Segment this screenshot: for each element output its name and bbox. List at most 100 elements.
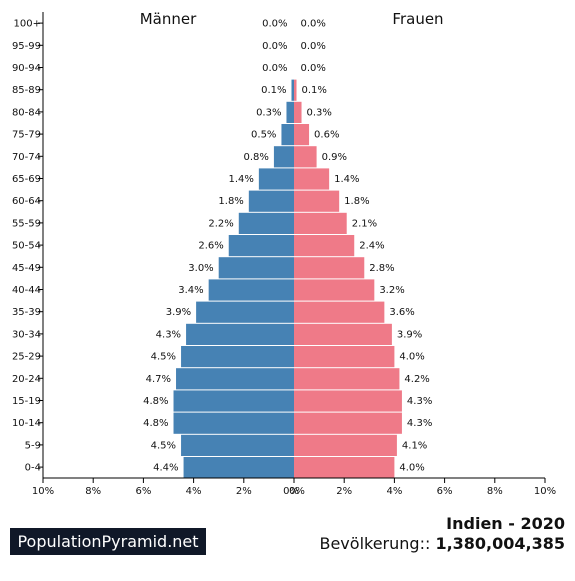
age-label: 50-54 — [12, 241, 41, 252]
male-bar — [258, 168, 294, 190]
female-value-label: 4.0% — [399, 352, 424, 363]
female-value-label: 2.8% — [369, 263, 394, 274]
male-bar — [173, 390, 294, 412]
male-value-label: 1.4% — [228, 174, 253, 185]
age-label: 30-34 — [12, 329, 41, 340]
female-value-label: 0.3% — [307, 107, 332, 118]
male-value-label: 0.5% — [251, 130, 276, 141]
female-bar — [294, 279, 375, 301]
female-value-label: 4.0% — [399, 463, 424, 474]
female-value-label: 0.0% — [301, 19, 326, 30]
female-bar — [294, 390, 402, 412]
country-year-title: Indien - 2020 — [446, 514, 565, 533]
female-value-label: 0.0% — [301, 63, 326, 74]
age-label: 35-39 — [12, 307, 41, 318]
male-value-label: 1.8% — [218, 196, 243, 207]
x-tick-label: 4% — [386, 486, 402, 497]
male-value-label: 4.4% — [153, 463, 178, 474]
male-bar — [181, 434, 294, 456]
age-label: 45-49 — [12, 263, 41, 274]
female-bar — [294, 301, 385, 323]
male-bar — [248, 190, 294, 212]
female-bar — [294, 346, 395, 368]
female-bar — [294, 457, 395, 479]
female-value-label: 1.8% — [344, 196, 369, 207]
x-tick-label: 8% — [85, 486, 101, 497]
male-bar — [181, 346, 294, 368]
population-pyramid-logo[interactable]: PopulationPyramid.net — [10, 528, 206, 555]
male-value-label: 4.3% — [156, 329, 181, 340]
male-value-label: 4.8% — [143, 396, 168, 407]
female-bar — [294, 101, 302, 123]
age-label: 100+ — [14, 19, 41, 30]
male-value-label: 0.0% — [262, 63, 287, 74]
male-value-label: 2.6% — [198, 241, 223, 252]
age-label: 40-44 — [12, 285, 41, 296]
female-bar — [294, 146, 317, 168]
age-label: 90-94 — [12, 63, 41, 74]
female-value-label: 0.1% — [302, 85, 327, 96]
female-bar — [294, 412, 402, 434]
age-label: 60-64 — [12, 196, 41, 207]
male-value-label: 4.5% — [151, 440, 176, 451]
age-label: 85-89 — [12, 85, 41, 96]
male-value-label: 0.0% — [262, 41, 287, 52]
female-value-label: 2.1% — [352, 218, 377, 229]
male-bar — [273, 146, 294, 168]
male-value-label: 3.9% — [166, 307, 191, 318]
female-value-label: 1.4% — [334, 174, 359, 185]
age-label: 95-99 — [12, 41, 41, 52]
female-value-label: 3.9% — [397, 329, 422, 340]
age-label: 75-79 — [12, 130, 41, 141]
x-tick-label: 10% — [534, 486, 556, 497]
age-label: 80-84 — [12, 107, 41, 118]
x-tick-label: 10% — [32, 486, 54, 497]
population-value: 1,380,004,385 — [435, 534, 565, 553]
male-bar — [286, 101, 294, 123]
population-label: Bevölkerung:: — [319, 534, 431, 553]
male-bar — [186, 323, 294, 345]
x-tick-label: 8% — [487, 486, 503, 497]
female-bar — [294, 168, 330, 190]
age-label: 20-24 — [12, 374, 41, 385]
x-tick-label: 2% — [336, 486, 352, 497]
female-bar — [294, 434, 397, 456]
age-label: 70-74 — [12, 152, 41, 163]
male-value-label: 0.8% — [244, 152, 269, 163]
female-value-label: 4.3% — [407, 418, 432, 429]
male-bar — [176, 368, 294, 390]
x-tick-label: 0% — [283, 486, 299, 497]
female-bar — [294, 257, 365, 279]
female-bar — [294, 323, 392, 345]
x-tick-label: 6% — [437, 486, 453, 497]
legend-female: Frauen — [392, 10, 443, 28]
male-value-label: 0.1% — [261, 85, 286, 96]
female-bar — [294, 212, 347, 234]
male-bar — [208, 279, 294, 301]
male-value-label: 0.0% — [262, 19, 287, 30]
x-tick-label: 4% — [186, 486, 202, 497]
female-value-label: 0.9% — [322, 152, 347, 163]
age-label: 65-69 — [12, 174, 41, 185]
x-tick-label: 2% — [236, 486, 252, 497]
female-value-label: 2.4% — [359, 241, 384, 252]
male-value-label: 3.4% — [178, 285, 203, 296]
x-tick-label: 0% — [289, 486, 305, 497]
age-label: 15-19 — [12, 396, 41, 407]
age-label: 25-29 — [12, 352, 41, 363]
male-value-label: 2.2% — [208, 218, 233, 229]
male-value-label: 4.7% — [146, 374, 171, 385]
male-bar — [196, 301, 294, 323]
age-label: 0-4 — [25, 463, 41, 474]
male-bar — [291, 79, 294, 101]
female-bar — [294, 124, 310, 146]
age-label: 5-9 — [25, 440, 41, 451]
age-label: 10-14 — [12, 418, 41, 429]
female-value-label: 4.3% — [407, 396, 432, 407]
female-value-label: 3.2% — [379, 285, 404, 296]
age-label: 55-59 — [12, 218, 41, 229]
population-pyramid-chart: Männer Frauen 100+ 0.0% 0.0% 95-99 0.0% 0.0% 90-… — [12, 10, 556, 497]
male-bar — [183, 457, 294, 479]
x-tick-label: 6% — [135, 486, 151, 497]
female-bar — [294, 190, 340, 212]
